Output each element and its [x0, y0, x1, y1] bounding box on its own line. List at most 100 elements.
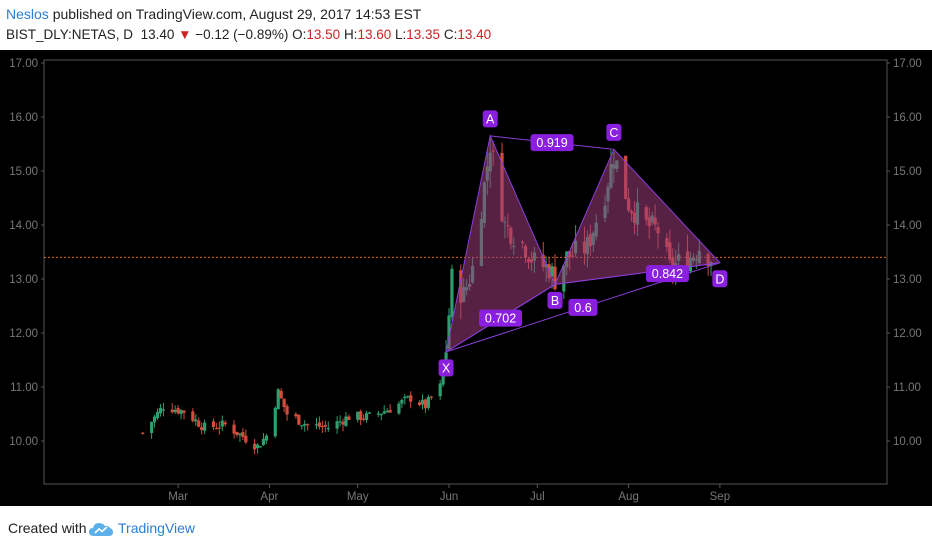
- y-tick-label-left: 17.00: [9, 58, 38, 70]
- candle-body: [320, 425, 324, 428]
- candle-body: [317, 422, 322, 427]
- y-tick-label-left: 10.00: [9, 436, 38, 448]
- candle-body: [300, 425, 304, 427]
- candle-body: [409, 395, 413, 402]
- candle-body: [170, 409, 174, 413]
- pattern-triangle-bcd: [554, 148, 721, 286]
- candle-body: [285, 406, 289, 415]
- open-value: 13.50: [306, 27, 341, 42]
- x-tick-label: Jul: [530, 491, 545, 503]
- candle-body: [382, 411, 386, 414]
- ratio-label-x-b-bg: [479, 309, 523, 327]
- candle-body: [400, 399, 404, 404]
- quote-line: BIST_DLY:NETAS, D 13.40 ▼ −0.12 (−0.89%)…: [6, 27, 491, 42]
- candle-body: [279, 390, 283, 399]
- price-chart[interactable]: 17.00 17.00 16.00 16.00 15.00 15.00 14.00 14.00…: [0, 50, 932, 506]
- y-tick-label-right: 12.00: [893, 328, 922, 340]
- y-tick-label-left: 15.00: [9, 166, 38, 178]
- candle-body: [406, 396, 410, 398]
- y-tick-label-right: 10.00: [893, 436, 922, 448]
- candle-body: [161, 409, 165, 411]
- candle-body: [158, 407, 163, 414]
- down-arrow-icon: ▼: [178, 27, 192, 42]
- y-tick-label-right: 15.00: [893, 166, 922, 178]
- candle-body: [379, 413, 383, 416]
- ratio-line-bd: [554, 262, 720, 285]
- chart-header: Neslos published on TradingView.com, Aug…: [0, 0, 932, 50]
- ratio-label-b-d: 0.842: [652, 267, 683, 281]
- candle-body: [314, 424, 319, 426]
- candle-body: [217, 427, 221, 429]
- candle-body: [176, 407, 180, 414]
- candle-body: [438, 383, 442, 397]
- candle-body: [420, 399, 425, 405]
- close-label: C:: [443, 27, 458, 42]
- candle-body: [182, 410, 186, 413]
- y-tick-label-right: 11.00: [893, 382, 921, 394]
- candle-body: [276, 389, 280, 410]
- candle-body: [232, 424, 236, 434]
- candle-body: [326, 428, 330, 430]
- candle-body: [211, 421, 216, 427]
- y-tick-label-right: 16.00: [893, 112, 922, 124]
- y-tick-label-right: 17.00: [893, 58, 922, 70]
- candle-body: [191, 411, 195, 422]
- x-tick-label: Sep: [710, 491, 730, 503]
- candle-body: [235, 431, 239, 436]
- candle-body: [356, 411, 360, 420]
- ratio-label-x-d-bg: [568, 298, 598, 316]
- candle-body: [141, 432, 145, 434]
- point-label-a-bg: [482, 110, 498, 128]
- tradingview-brand[interactable]: TradingView: [118, 520, 196, 536]
- candle-body: [200, 427, 204, 431]
- candle-body: [550, 266, 554, 277]
- created-with-text: Created with: [8, 520, 87, 536]
- candle-body: [447, 315, 451, 349]
- low-label: L:: [395, 27, 407, 42]
- point-label-x: X: [442, 361, 451, 375]
- published-text: published on TradingView.com, August 29,…: [52, 6, 422, 22]
- ratio-label-x-d: 0.6: [574, 301, 591, 315]
- author-link[interactable]: Neslos: [6, 6, 49, 22]
- candle-body: [423, 399, 428, 409]
- candle-body: [323, 424, 327, 427]
- point-label-a: A: [486, 112, 495, 126]
- candle-body: [282, 398, 286, 408]
- candle-body: [388, 409, 392, 413]
- point-label-b: B: [551, 294, 559, 308]
- candle-body: [426, 396, 430, 408]
- candle-body: [335, 421, 339, 429]
- candle-body: [397, 403, 401, 414]
- candle-body: [223, 422, 227, 425]
- y-tick-label-left: 11.00: [10, 382, 38, 394]
- candle-body: [444, 352, 448, 362]
- candle-body: [241, 432, 245, 437]
- publish-line: Neslos published on TradingView.com, Aug…: [6, 6, 421, 22]
- candle-body: [258, 446, 263, 448]
- candle-body: [403, 396, 407, 399]
- y-tick-label-left: 13.00: [9, 274, 38, 286]
- point-label-d-bg: [712, 270, 728, 288]
- footer: Created with TradingView: [0, 506, 932, 550]
- x-tick-label: Jun: [440, 491, 459, 503]
- candle-body: [150, 421, 154, 433]
- candle-body: [364, 413, 369, 421]
- candle-body: [553, 266, 557, 290]
- candle-body: [338, 421, 342, 423]
- y-tick-label-right: 13.00: [893, 274, 922, 286]
- point-label-x-bg: [438, 359, 454, 377]
- candle-body: [367, 412, 372, 414]
- last-price: 13.40: [140, 27, 175, 42]
- open-label: O:: [292, 27, 307, 42]
- chart-area[interactable]: 17.00 17.00 16.00 16.00 15.00 15.00 14.00 14.00…: [0, 50, 932, 506]
- candle-body: [344, 416, 348, 426]
- low-value: 13.35: [406, 27, 441, 42]
- candle-body: [194, 419, 198, 422]
- point-label-d: D: [715, 272, 724, 286]
- candle-body: [261, 438, 266, 446]
- tradingview-cloud-icon[interactable]: [88, 520, 114, 538]
- candle-body: [203, 422, 207, 431]
- ratio-label-b-d-bg: [645, 265, 689, 283]
- point-label-c: C: [609, 126, 618, 140]
- candle-body: [303, 423, 307, 426]
